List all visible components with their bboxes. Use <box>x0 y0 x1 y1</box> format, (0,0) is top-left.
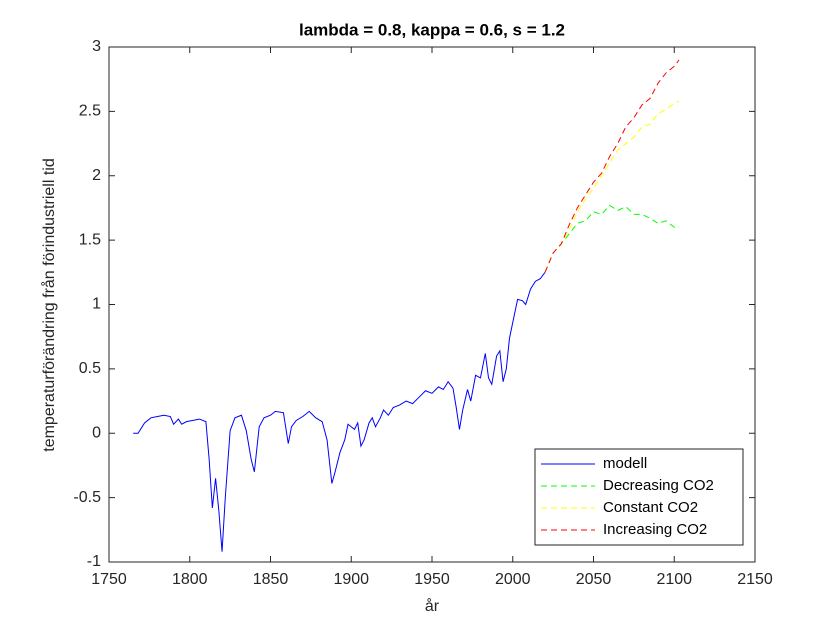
y-tick-label: -1 <box>87 553 101 570</box>
x-tick-label: 1750 <box>91 571 127 588</box>
legend-label: Increasing CO2 <box>603 521 707 538</box>
chart-title: lambda = 0.8, kappa = 0.6, s = 1.2 <box>299 20 565 39</box>
x-axis-label: år <box>425 597 440 615</box>
y-tick-label: 2 <box>92 167 101 184</box>
x-tick-label: 2050 <box>576 571 612 588</box>
series-line <box>133 272 546 552</box>
axes-box <box>108 46 756 563</box>
y-tick-label: 0 <box>92 424 101 441</box>
x-tick-label: 1950 <box>414 571 450 588</box>
x-tick-label: 2150 <box>737 571 773 588</box>
y-axis-label: temperaturförändring från förindustriell… <box>40 158 58 451</box>
y-tick-label: -0.5 <box>73 489 101 506</box>
y-tick-label: 2.5 <box>79 103 101 120</box>
series-line <box>544 100 680 273</box>
y-tick-label: 1 <box>92 296 101 313</box>
y-tick-label: 1.5 <box>79 231 101 248</box>
legend-label: modell <box>603 455 647 472</box>
series-line <box>544 204 680 273</box>
y-tick-label: 3 <box>92 38 101 55</box>
legend-label: Constant CO2 <box>603 499 698 516</box>
x-tick-label: 2100 <box>656 571 692 588</box>
y-tick-label: 0.5 <box>79 360 101 377</box>
legend-label: Decreasing CO2 <box>603 477 714 494</box>
x-tick-label: 1850 <box>253 571 289 588</box>
legend-box <box>534 448 744 546</box>
series-line <box>544 59 680 273</box>
x-tick-label: 1900 <box>333 571 369 588</box>
x-tick-label: 2000 <box>495 571 531 588</box>
x-tick-label: 1800 <box>172 571 208 588</box>
